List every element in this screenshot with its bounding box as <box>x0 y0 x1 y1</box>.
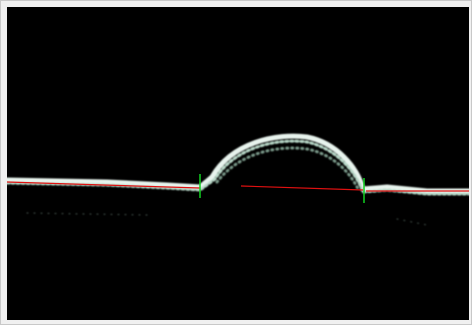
reference-line <box>7 181 469 192</box>
boundary-marker <box>199 174 365 203</box>
image-background <box>7 7 469 320</box>
tissue-layer <box>7 133 469 226</box>
scan-image <box>7 7 469 320</box>
